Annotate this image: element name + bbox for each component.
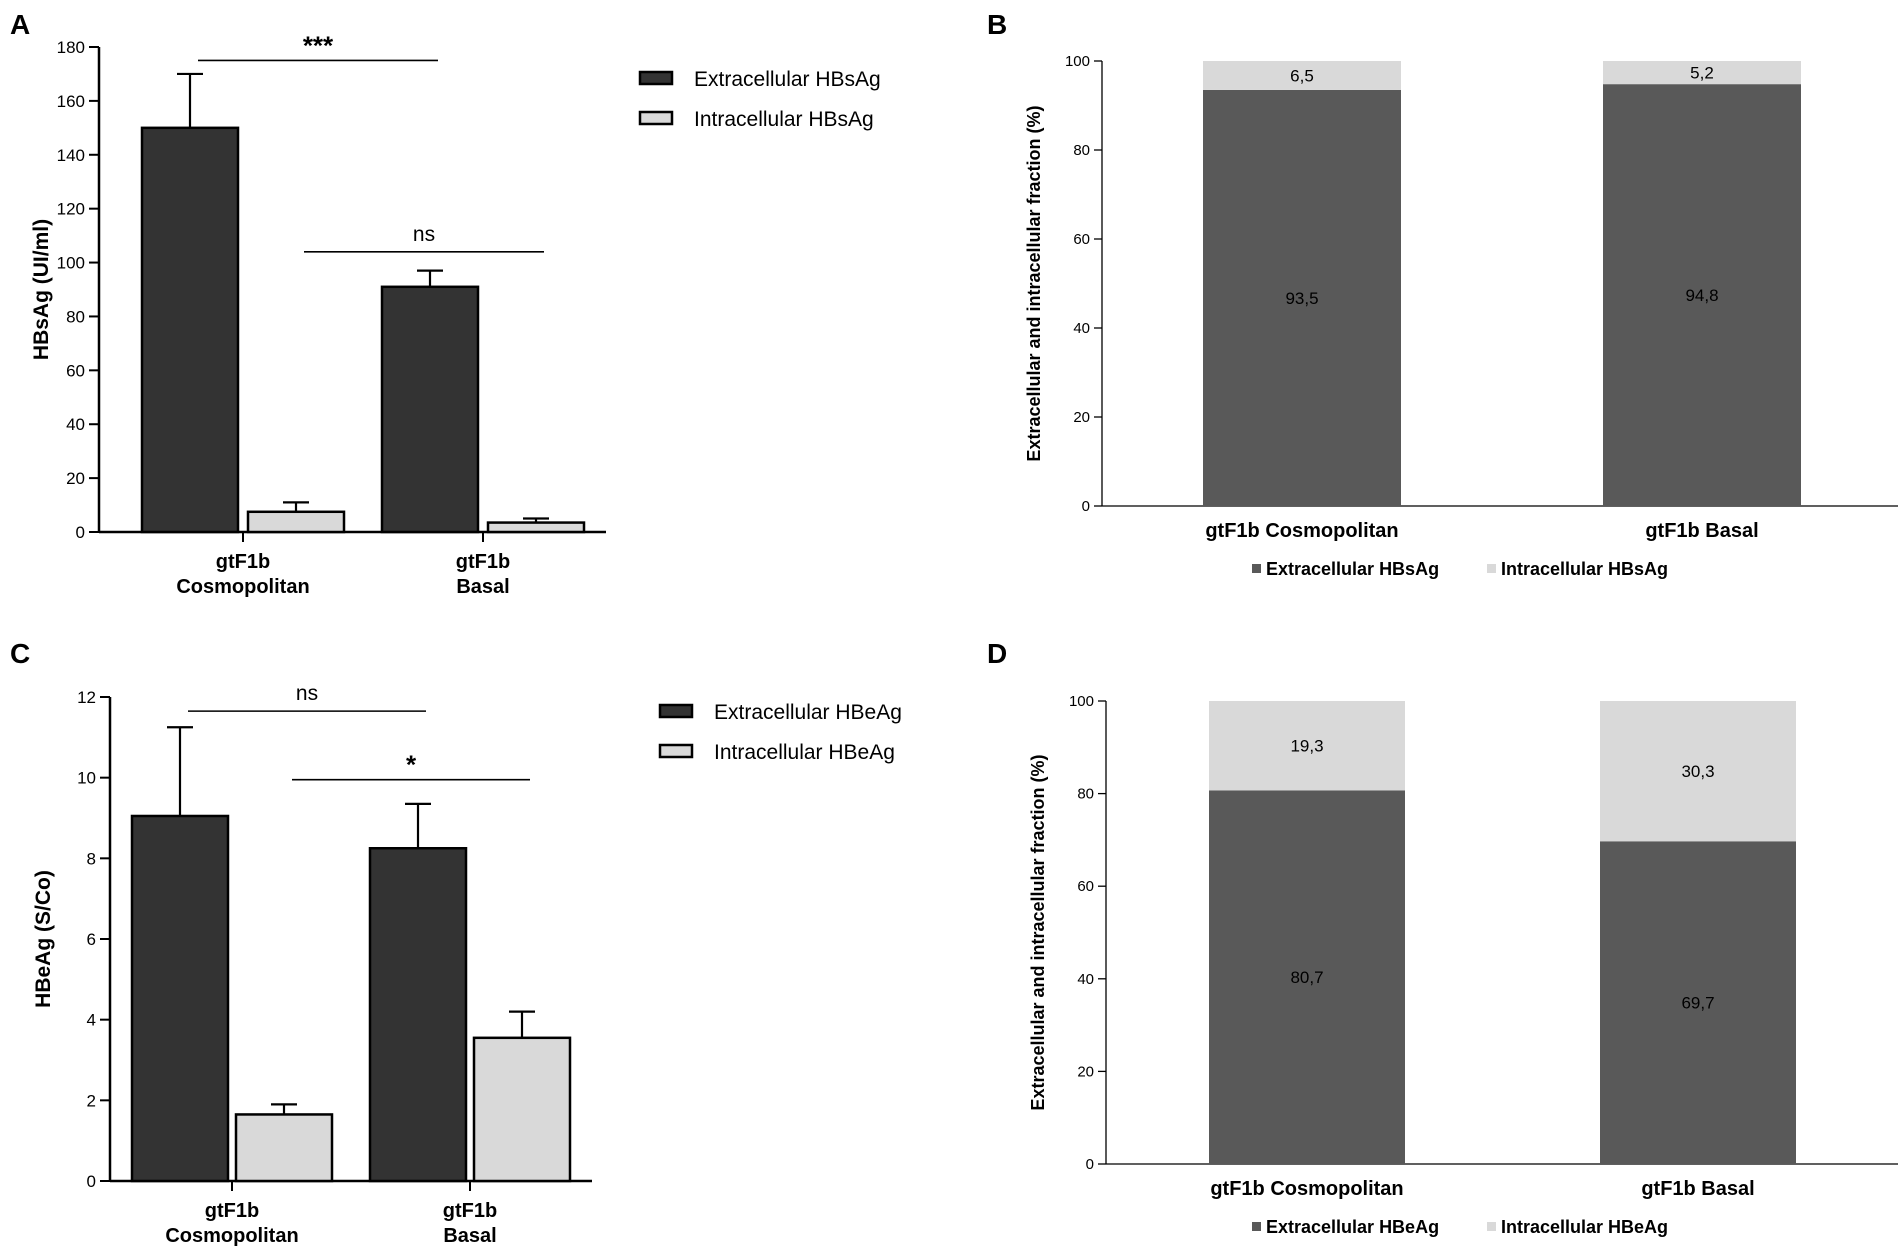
y-tick-label: 10: [77, 769, 96, 788]
stacked-segment: [1209, 701, 1405, 791]
legend-label: Extracellular HBsAg: [1266, 559, 1439, 579]
legend-swatch: [638, 110, 674, 126]
y-axis-title: HBeAg (S/Co): [32, 870, 55, 1008]
data-label: 94,8: [1685, 286, 1718, 305]
y-tick-label: 80: [66, 307, 85, 326]
y-tick-label: 8: [87, 849, 96, 868]
panel-letter-c: C: [10, 638, 30, 669]
category-label: gtF1b Basal: [1641, 1178, 1754, 1200]
stacked-segment: [1603, 84, 1801, 506]
category-label: gtF1b Basal: [1645, 520, 1758, 542]
category-label: gtF1b Cosmopolitan: [1210, 1178, 1403, 1200]
y-tick-label: 20: [66, 469, 85, 488]
legend-swatch: [1252, 1222, 1261, 1231]
stacked-segment: [1203, 89, 1401, 507]
y-tick-label: 40: [66, 415, 85, 434]
y-axis-title: Extracellular and intracellular fraction…: [1028, 754, 1048, 1110]
y-tick-label: 6: [87, 930, 96, 949]
y-tick-label: 40: [1073, 320, 1090, 337]
y-axis-title: Extracellular and intracellular fraction…: [1024, 105, 1044, 461]
data-label: 6,5: [1290, 66, 1314, 85]
stacked-segment: [1209, 790, 1405, 1164]
data-label: 30,3: [1681, 762, 1714, 781]
legend-swatch: [1252, 564, 1261, 573]
bar: [246, 510, 346, 534]
y-tick-label: 60: [1077, 878, 1094, 895]
legend-label: Intracellular HBeAg: [714, 741, 895, 764]
y-tick-label: 0: [1086, 1156, 1094, 1173]
category-label-line1: gtF1b: [205, 1200, 259, 1222]
category-label-line1: gtF1b: [216, 551, 270, 573]
data-label: 5,2: [1690, 64, 1714, 83]
category-label-line2: Cosmopolitan: [176, 576, 309, 598]
legend-swatch: [658, 743, 694, 759]
panel-d-chart: 0 20 40 60 80 100 Extracellular and intracellu…: [1028, 693, 1898, 1237]
panel-c-chart: 0 2 4 6 8 10 12 HBeAg (S/Co) gtF1b Cosmopolitan gt…: [32, 682, 902, 1247]
data-label: 19,3: [1290, 737, 1323, 756]
y-tick-label: 120: [57, 200, 85, 219]
y-tick-label: 12: [77, 688, 96, 707]
bar: [472, 1036, 572, 1183]
bar: [368, 847, 468, 1183]
y-tick-label: 100: [1065, 53, 1090, 70]
panel-b-chart: 0 20 40 60 80 100 Extracellular and intracellu…: [1024, 53, 1898, 579]
y-tick-label: 100: [57, 254, 85, 273]
legend-swatch: [658, 703, 694, 719]
significance-label: ns: [296, 682, 318, 705]
y-tick-label: 4: [87, 1011, 96, 1030]
y-tick-label: 20: [1073, 409, 1090, 426]
y-axis-title: HBsAg (UI/ml): [30, 219, 53, 360]
bar: [486, 521, 586, 534]
y-tick-label: 0: [1082, 498, 1090, 515]
legend-swatch: [1487, 1222, 1496, 1231]
category-label-line2: Cosmopolitan: [165, 1225, 298, 1247]
legend-swatch: [638, 70, 674, 86]
y-tick-label: 0: [87, 1172, 96, 1191]
significance-label: ns: [413, 223, 435, 246]
legend-label: Intracellular HBsAg: [1501, 559, 1668, 579]
bar: [234, 1113, 334, 1183]
legend-label: Extracellular HBeAg: [714, 701, 902, 724]
legend-label: Intracellular HBeAg: [1501, 1217, 1668, 1237]
y-tick-label: 0: [76, 523, 85, 542]
legend-swatch: [1487, 564, 1496, 573]
y-tick-label: 80: [1077, 786, 1094, 803]
category-label-line2: Basal: [443, 1225, 496, 1247]
y-tick-label: 60: [66, 361, 85, 380]
y-tick-label: 40: [1077, 971, 1094, 988]
y-tick-label: 20: [1077, 1063, 1094, 1080]
panel-letter-d: D: [987, 638, 1007, 669]
y-tick-label: 60: [1073, 231, 1090, 248]
data-label: 69,7: [1681, 994, 1714, 1013]
category-label-line1: gtF1b: [443, 1200, 497, 1222]
significance-label: *: [406, 750, 417, 780]
y-tick-label: 100: [1069, 693, 1094, 710]
y-tick-label: 180: [57, 38, 85, 57]
panel-a-chart: 0 20 40 60 80 100 120 140 160 180 HBsAg (UI/ml) gtF…: [30, 30, 881, 598]
data-label: 80,7: [1290, 968, 1323, 987]
data-label: 93,5: [1285, 289, 1318, 308]
bar: [130, 814, 230, 1183]
y-tick-label: 80: [1073, 142, 1090, 159]
significance-label: ***: [303, 30, 334, 60]
y-tick-label: 2: [87, 1091, 96, 1110]
stacked-segment: [1603, 61, 1801, 85]
stacked-segment: [1203, 61, 1401, 90]
category-label-line2: Basal: [456, 576, 509, 598]
category-label-line1: gtF1b: [456, 551, 510, 573]
category-label: gtF1b Cosmopolitan: [1205, 520, 1398, 542]
bar: [140, 126, 240, 534]
panel-letter-a: A: [10, 9, 30, 40]
panel-letter-b: B: [987, 9, 1007, 40]
y-tick-label: 140: [57, 146, 85, 165]
legend-label: Extracellular HBeAg: [1266, 1217, 1439, 1237]
legend-label: Intracellular HBsAg: [694, 108, 874, 131]
y-tick-label: 160: [57, 92, 85, 111]
legend-label: Extracellular HBsAg: [694, 68, 881, 91]
bar: [380, 285, 480, 534]
stacked-segment: [1600, 701, 1796, 842]
stacked-segment: [1600, 841, 1796, 1164]
